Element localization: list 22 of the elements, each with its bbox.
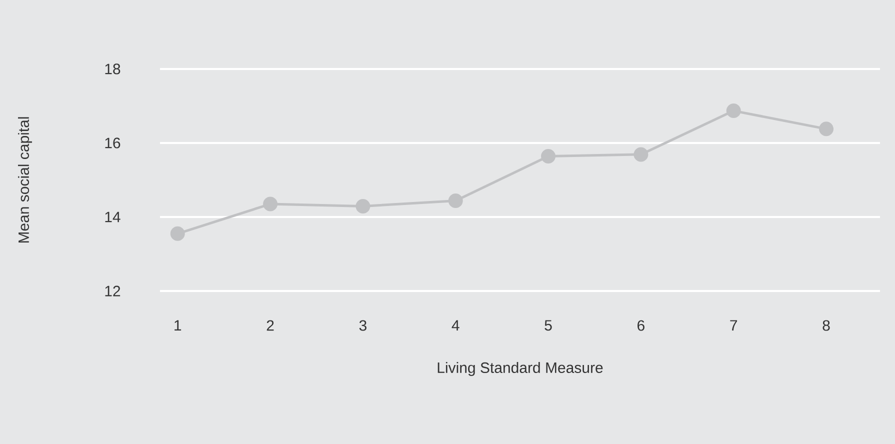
x-tick-label: 5: [544, 320, 552, 331]
x-tick-label: 3: [359, 320, 366, 331]
point: [819, 122, 834, 136]
point: [356, 199, 370, 214]
x-tick-label: 2: [266, 320, 274, 331]
x-tick-label: 6: [638, 320, 644, 331]
point: [170, 226, 185, 241]
y-tick-label: 14: [105, 212, 120, 222]
point: [634, 147, 648, 162]
x-tick-label: 1: [174, 320, 182, 331]
x-tick-label: 7: [730, 320, 738, 331]
y-tick-label: 18: [105, 64, 120, 74]
x-tick-label: 8: [822, 320, 830, 331]
point: [726, 104, 741, 118]
y-tick-label: 12: [105, 286, 120, 296]
y-axis-title: Mean social capital: [18, 117, 32, 243]
x-tick-label: 4: [452, 320, 460, 331]
x-axis-title: Living Standard Measure: [438, 362, 603, 376]
point: [448, 193, 463, 208]
point: [541, 149, 556, 164]
point: [263, 196, 278, 212]
y-tick-label: 16: [105, 138, 120, 148]
